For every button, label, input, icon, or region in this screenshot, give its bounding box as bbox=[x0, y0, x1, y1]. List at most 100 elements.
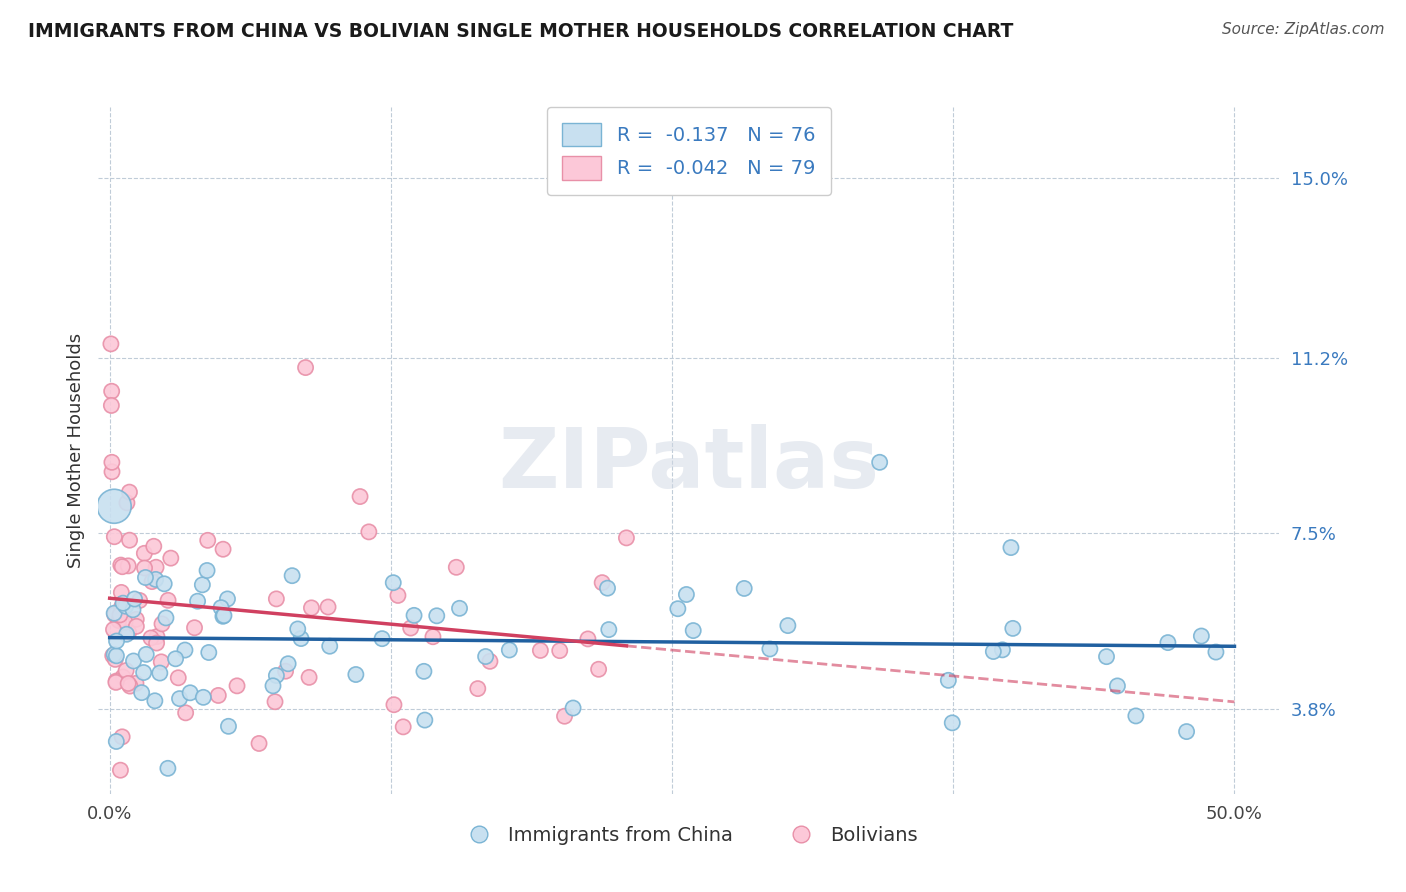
Point bbox=[869, 455, 891, 469]
Text: Source: ZipAtlas.com: Source: ZipAtlas.com bbox=[1222, 22, 1385, 37]
Point bbox=[115, 664, 138, 678]
Point bbox=[941, 715, 963, 730]
Point bbox=[277, 657, 299, 671]
Point bbox=[212, 609, 235, 624]
Point bbox=[212, 542, 235, 557]
Point bbox=[274, 664, 297, 678]
Point bbox=[118, 485, 141, 500]
Point bbox=[349, 490, 371, 504]
Point bbox=[115, 627, 138, 641]
Point bbox=[134, 561, 156, 575]
Point bbox=[294, 360, 316, 375]
Point bbox=[776, 618, 799, 632]
Point bbox=[1095, 649, 1118, 664]
Point bbox=[344, 667, 367, 681]
Point bbox=[266, 668, 288, 682]
Point bbox=[247, 736, 270, 750]
Point bbox=[554, 709, 576, 723]
Point bbox=[733, 582, 755, 596]
Point bbox=[117, 558, 139, 573]
Point bbox=[105, 648, 128, 663]
Point bbox=[132, 665, 155, 680]
Point bbox=[576, 632, 599, 646]
Point bbox=[207, 689, 229, 703]
Point bbox=[1157, 635, 1180, 649]
Point bbox=[382, 698, 405, 712]
Point bbox=[112, 596, 135, 610]
Point bbox=[217, 591, 239, 606]
Point bbox=[108, 607, 131, 622]
Point bbox=[588, 662, 610, 676]
Point bbox=[759, 642, 782, 657]
Point bbox=[402, 608, 425, 623]
Point bbox=[548, 643, 571, 657]
Point bbox=[135, 648, 157, 662]
Point bbox=[165, 652, 187, 666]
Point bbox=[562, 701, 585, 715]
Point bbox=[117, 676, 139, 690]
Point bbox=[666, 601, 689, 615]
Point bbox=[382, 575, 405, 590]
Point bbox=[212, 608, 235, 623]
Point bbox=[449, 601, 471, 615]
Point bbox=[316, 600, 339, 615]
Point bbox=[399, 621, 422, 635]
Point bbox=[264, 695, 287, 709]
Point bbox=[159, 551, 181, 566]
Point bbox=[529, 643, 551, 657]
Point bbox=[183, 621, 205, 635]
Point bbox=[110, 763, 132, 777]
Point bbox=[104, 675, 127, 690]
Point bbox=[110, 585, 132, 599]
Point bbox=[474, 649, 496, 664]
Point bbox=[103, 606, 125, 620]
Legend: Immigrants from China, Bolivians: Immigrants from China, Bolivians bbox=[451, 818, 927, 853]
Point bbox=[145, 636, 167, 650]
Point bbox=[100, 384, 122, 399]
Text: IMMIGRANTS FROM CHINA VS BOLIVIAN SINGLE MOTHER HOUSEHOLDS CORRELATION CHART: IMMIGRANTS FROM CHINA VS BOLIVIAN SINGLE… bbox=[28, 22, 1014, 41]
Point bbox=[298, 670, 321, 684]
Point bbox=[319, 639, 342, 653]
Point bbox=[118, 625, 141, 640]
Point bbox=[174, 706, 197, 720]
Point bbox=[675, 587, 697, 601]
Point bbox=[139, 631, 162, 645]
Point bbox=[1107, 679, 1129, 693]
Point bbox=[426, 608, 449, 623]
Point bbox=[103, 623, 125, 637]
Point bbox=[167, 671, 190, 685]
Point bbox=[1000, 541, 1022, 555]
Point bbox=[191, 578, 214, 592]
Point bbox=[145, 573, 167, 587]
Point bbox=[198, 645, 221, 659]
Point bbox=[371, 632, 394, 646]
Point bbox=[115, 496, 138, 510]
Point bbox=[101, 455, 124, 469]
Point bbox=[112, 599, 135, 613]
Point bbox=[104, 607, 127, 622]
Point bbox=[616, 531, 638, 545]
Point bbox=[114, 615, 136, 629]
Point bbox=[413, 713, 436, 727]
Point bbox=[111, 670, 134, 684]
Point bbox=[101, 648, 124, 663]
Point bbox=[179, 686, 201, 700]
Point bbox=[266, 591, 288, 606]
Point bbox=[682, 624, 704, 638]
Point bbox=[169, 691, 191, 706]
Point bbox=[392, 720, 415, 734]
Point bbox=[111, 559, 134, 574]
Point bbox=[1205, 645, 1227, 659]
Point bbox=[125, 612, 148, 626]
Point bbox=[155, 611, 177, 625]
Point bbox=[110, 600, 132, 615]
Point bbox=[422, 630, 444, 644]
Point bbox=[142, 539, 165, 553]
Point bbox=[153, 576, 176, 591]
Point bbox=[596, 581, 619, 595]
Point bbox=[991, 643, 1014, 657]
Point bbox=[938, 673, 960, 688]
Point bbox=[105, 634, 128, 648]
Point bbox=[187, 594, 209, 608]
Point bbox=[118, 533, 141, 548]
